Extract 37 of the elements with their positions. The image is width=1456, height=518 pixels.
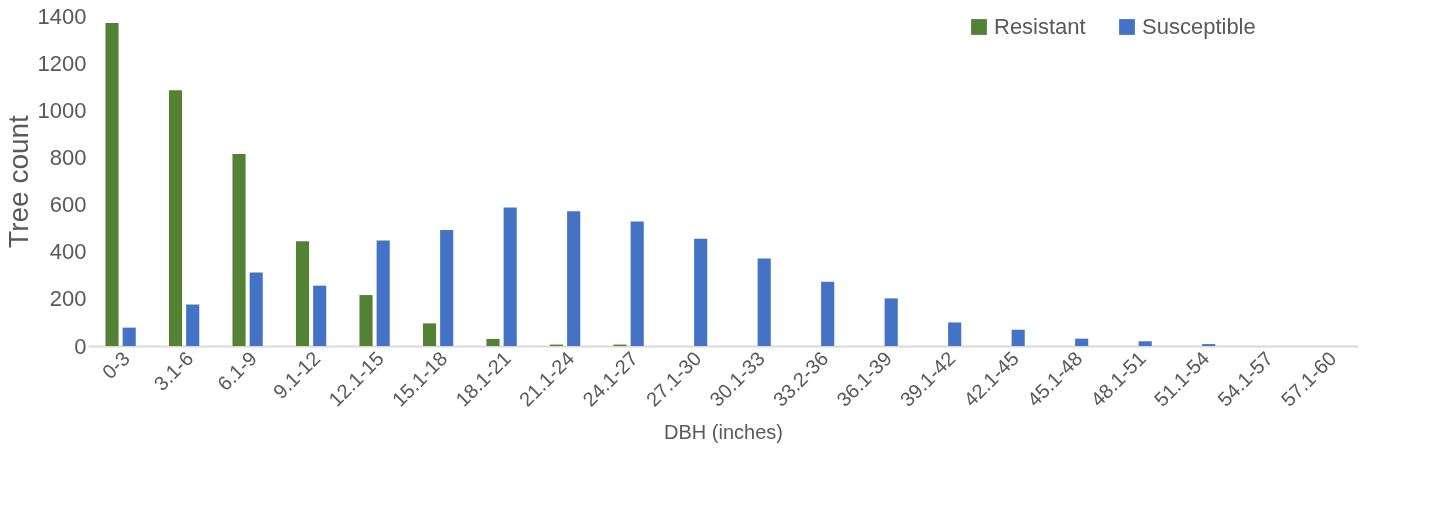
bar <box>376 240 390 346</box>
bar <box>486 338 500 346</box>
bar <box>1138 341 1152 346</box>
bar <box>694 238 708 346</box>
bar <box>1011 329 1025 346</box>
y-axis-title: Tree count <box>2 114 34 248</box>
bar <box>359 295 373 346</box>
bar <box>567 211 581 346</box>
bar <box>1075 338 1089 346</box>
bar <box>757 258 771 346</box>
x-tick-label: 0-3 <box>97 347 134 384</box>
legend-label: Resistant <box>994 14 1086 39</box>
bar <box>232 153 246 346</box>
bar <box>440 230 454 346</box>
y-tick-label: 200 <box>49 286 87 312</box>
bar <box>422 323 437 346</box>
y-tick-label: 400 <box>49 239 87 265</box>
bar <box>295 241 310 346</box>
bar <box>122 327 136 346</box>
bar <box>884 298 898 346</box>
bar <box>313 285 327 346</box>
bar <box>821 281 835 346</box>
y-tick-label: 1400 <box>37 3 87 29</box>
y-tick-label: 800 <box>49 144 87 170</box>
legend-label: Susceptible <box>1142 14 1256 39</box>
y-tick-label: 0 <box>74 333 87 359</box>
bar <box>630 221 644 346</box>
y-tick-label: 1200 <box>37 50 87 76</box>
bar <box>105 23 119 346</box>
bar <box>186 304 200 346</box>
y-tick-label: 1000 <box>37 97 87 123</box>
bar <box>503 207 517 346</box>
bar <box>249 272 263 346</box>
x-axis-title: DBH (inches) <box>664 420 783 443</box>
bar <box>168 90 183 346</box>
bar <box>948 322 962 346</box>
y-tick-label: 600 <box>49 192 87 218</box>
